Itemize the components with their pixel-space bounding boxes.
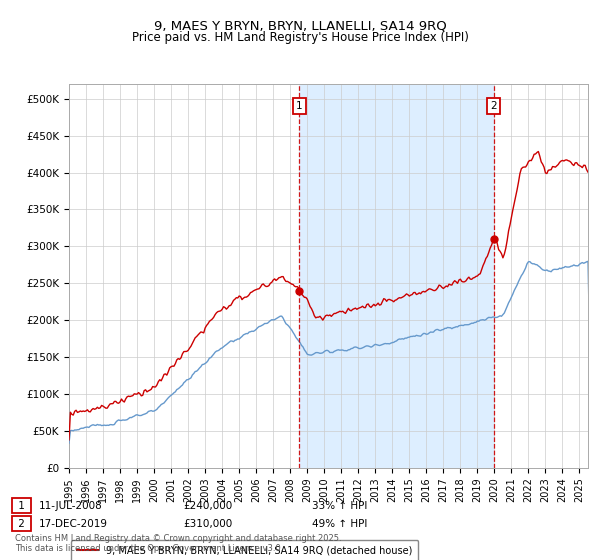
Text: 2: 2: [15, 519, 28, 529]
Text: 33% ↑ HPI: 33% ↑ HPI: [312, 501, 367, 511]
Text: Contains HM Land Registry data © Crown copyright and database right 2025.
This d: Contains HM Land Registry data © Crown c…: [15, 534, 341, 553]
Text: 17-DEC-2019: 17-DEC-2019: [39, 519, 108, 529]
Text: £240,000: £240,000: [183, 501, 232, 511]
Text: £310,000: £310,000: [183, 519, 232, 529]
Text: 1: 1: [296, 101, 302, 111]
Text: Price paid vs. HM Land Registry's House Price Index (HPI): Price paid vs. HM Land Registry's House …: [131, 31, 469, 44]
Legend: 9, MAES Y BRYN, BRYN, LLANELLI, SA14 9RQ (detached house), HPI: Average price, d: 9, MAES Y BRYN, BRYN, LLANELLI, SA14 9RQ…: [71, 540, 418, 560]
Text: 11-JUL-2008: 11-JUL-2008: [39, 501, 103, 511]
Text: 9, MAES Y BRYN, BRYN, LLANELLI, SA14 9RQ: 9, MAES Y BRYN, BRYN, LLANELLI, SA14 9RQ: [154, 20, 446, 32]
Bar: [299, 84, 494, 468]
Text: 1: 1: [15, 501, 28, 511]
Text: 49% ↑ HPI: 49% ↑ HPI: [312, 519, 367, 529]
Text: 2: 2: [490, 101, 497, 111]
